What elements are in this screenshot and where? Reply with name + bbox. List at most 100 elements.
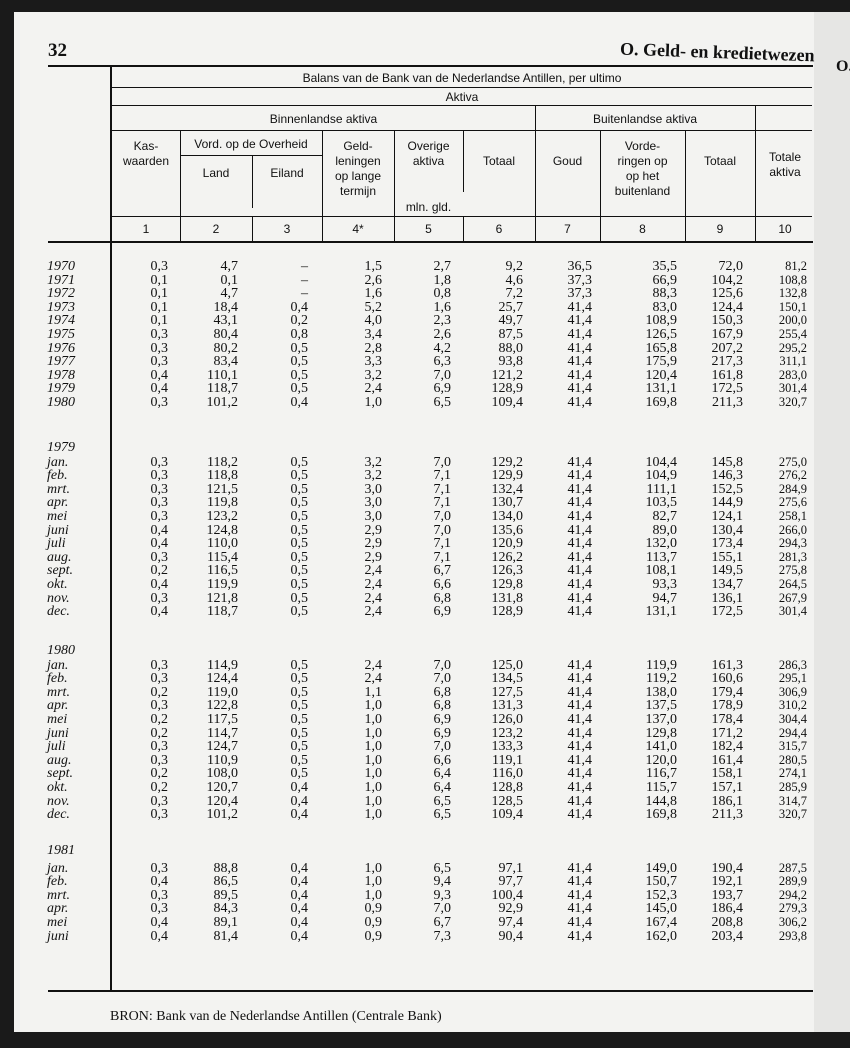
table-cell: 124,7 <box>206 739 239 755</box>
table-cell: 0,3 <box>150 698 169 714</box>
table-cell: 129,9 <box>491 468 524 484</box>
table-cell: 0,3 <box>150 509 169 524</box>
totaal-header: Totaal <box>482 154 516 168</box>
column-number: 9 <box>716 222 724 236</box>
table-cell: 0,9 <box>364 928 383 944</box>
table-cell: 310,2 <box>778 698 807 713</box>
block-year-label: 1979 <box>47 440 75 455</box>
table-cell: 0,5 <box>290 509 309 524</box>
table-cell: 97,7 <box>498 874 524 890</box>
table-cell: 294,2 <box>778 887 807 902</box>
table-cell: 41,4 <box>567 495 593 511</box>
table-cell: 281,3 <box>778 549 807 564</box>
row-label: feb. <box>47 874 68 890</box>
table-cell: 1,0 <box>364 739 383 755</box>
table-cell: 144,9 <box>711 495 744 511</box>
table-cell: 104,2 <box>711 272 744 288</box>
table-cell: 7,0 <box>433 657 452 673</box>
table-cell: 37,3 <box>567 272 593 288</box>
table-cell: 172,5 <box>711 604 744 620</box>
table-cell: 149,0 <box>645 860 678 876</box>
table-cell: 145,0 <box>645 901 678 917</box>
table-cell: 129,8 <box>645 725 678 741</box>
table-cell: 0,5 <box>290 725 309 741</box>
table-cell: 3,4 <box>364 327 383 342</box>
table-cell: 41,4 <box>567 780 593 795</box>
aktiva-header: Aktiva <box>445 90 479 104</box>
table-cell: 121,2 <box>491 367 524 383</box>
table-cell: 132,8 <box>778 286 807 301</box>
geldleningen-header: Geld- leningen op lange termijn <box>334 139 382 198</box>
table-cell: 0,2 <box>150 766 169 782</box>
table-cell: 2,9 <box>364 522 383 538</box>
table-cell: 137,5 <box>645 698 678 714</box>
table-cell: 116,5 <box>207 563 238 579</box>
table-cell: 0,3 <box>150 468 169 484</box>
table-cell: 41,4 <box>567 657 593 673</box>
table-cell: 1,0 <box>364 807 383 823</box>
table-cell: 0,3 <box>150 395 169 410</box>
table-cell: 0,4 <box>150 536 169 552</box>
table-cell: 6,9 <box>433 725 452 741</box>
table-cell: 294,4 <box>778 725 807 740</box>
row-label: aug. <box>47 752 72 768</box>
table-cell: 89,1 <box>213 915 239 930</box>
table-cell: 41,4 <box>567 807 593 823</box>
table-cell: 211,3 <box>712 807 743 823</box>
table-cell: 121,8 <box>206 590 239 606</box>
table-cell: 110,9 <box>207 752 238 768</box>
table-cell: 4,6 <box>505 272 524 288</box>
table-cell: 275,8 <box>778 563 807 578</box>
table-cell: 6,8 <box>433 698 452 714</box>
table-cell: 1,6 <box>364 286 383 302</box>
table-cell: 165,8 <box>645 340 678 356</box>
table-cell: 41,4 <box>567 739 593 755</box>
table-cell: 208,8 <box>711 915 744 930</box>
row-label: juli <box>47 536 66 552</box>
table-cell: 93,3 <box>652 577 678 592</box>
table-cell: 2,6 <box>433 327 452 342</box>
table-cell: 116,7 <box>646 766 677 782</box>
table-cell: 66,9 <box>652 272 678 288</box>
table-cell: 152,5 <box>711 481 744 497</box>
table-cell: 41,4 <box>567 299 593 315</box>
table-cell: 41,4 <box>567 327 593 342</box>
table-cell: 41,4 <box>567 793 593 809</box>
table-cell: 41,4 <box>567 468 593 484</box>
table-cell: 84,3 <box>213 901 239 917</box>
table-cell: 110,0 <box>207 536 238 552</box>
table-cell: 0,4 <box>290 915 309 930</box>
table-cell: 118,7 <box>207 604 238 620</box>
table-cell: 0,4 <box>290 860 309 876</box>
table-cell: 81,4 <box>213 928 239 944</box>
table-cell: 108,1 <box>645 563 678 579</box>
column-number: 4* <box>352 222 364 236</box>
table-cell: 0,3 <box>150 901 169 917</box>
table-cell: 6,4 <box>433 766 452 782</box>
table-cell: 0,5 <box>290 577 309 592</box>
table-cell: 134,5 <box>491 671 524 687</box>
table-cell: 0,5 <box>290 522 309 538</box>
table-cell: 0,3 <box>150 590 169 606</box>
table-cell: 7,0 <box>433 509 452 524</box>
table-cell: 41,4 <box>567 671 593 687</box>
table-cell: 0,4 <box>290 874 309 890</box>
table-cell: 150,3 <box>711 313 744 329</box>
table-cell: 287,5 <box>778 860 807 875</box>
table-cell: 126,5 <box>645 327 678 342</box>
table-cell: 190,4 <box>711 860 744 876</box>
table-cell: 126,3 <box>491 563 524 579</box>
table-cell: 120,4 <box>206 793 239 809</box>
table-cell: 121,5 <box>206 481 239 497</box>
table-cell: 0,3 <box>150 454 169 470</box>
table-cell: 89,5 <box>213 887 239 903</box>
table-cell: 0,4 <box>150 874 169 890</box>
table-cell: 1,0 <box>364 793 383 809</box>
table-cell: 167,4 <box>645 915 678 930</box>
table-cell: 0,5 <box>290 657 309 673</box>
table-cell: 2,4 <box>364 671 383 687</box>
table-cell: 7,0 <box>433 454 452 470</box>
table-cell: 86,5 <box>213 874 239 890</box>
block-year-label: 1980 <box>47 643 75 658</box>
table-cell: 0,1 <box>220 272 239 288</box>
